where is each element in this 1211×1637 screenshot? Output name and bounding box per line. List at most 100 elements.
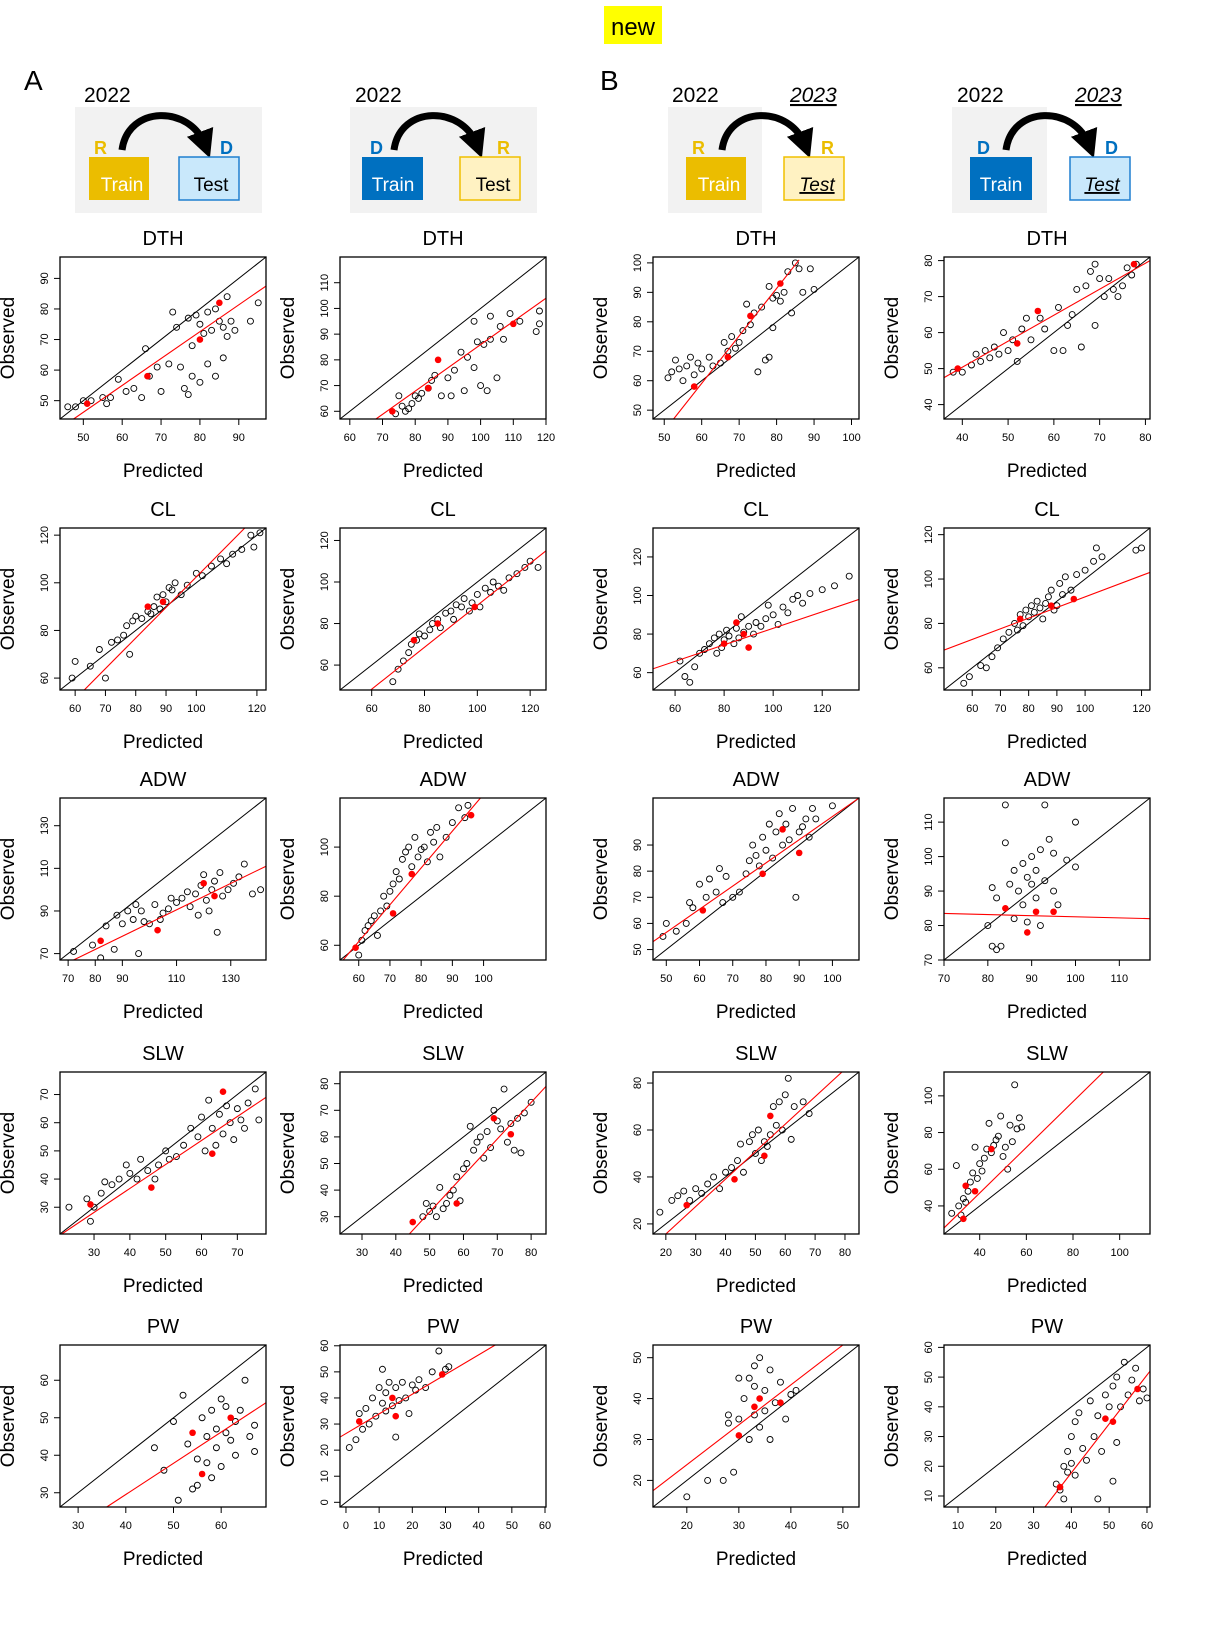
plot-frame (59, 1071, 267, 1235)
data-point (1030, 608, 1038, 616)
data-point (735, 634, 743, 642)
data-point (392, 868, 400, 876)
y-tick-label: 40 (923, 1401, 935, 1413)
data-point (752, 852, 760, 859)
data-point (1123, 264, 1131, 272)
data-point (758, 303, 766, 311)
x-axis-label: Predicted (403, 461, 483, 482)
scatter-panel: DTH Predicted Observed 60 70 80 90 100 110 120 60 7… (278, 228, 555, 482)
y-tick-label: 100 (319, 299, 331, 317)
data-point (698, 365, 706, 373)
y-tick-label: 80 (632, 865, 644, 877)
x-tick-label: 100 (1076, 703, 1094, 715)
data-point (1008, 1138, 1016, 1146)
highlighted-point (453, 1200, 460, 1207)
y-tick-label: 120 (319, 531, 331, 549)
data-point (959, 1195, 967, 1203)
y-tick-label: 120 (632, 548, 644, 566)
x-tick-label: 20 (406, 1520, 418, 1532)
panel-title: DTH (142, 228, 183, 250)
data-point (489, 578, 497, 586)
highlighted-point (683, 1201, 691, 1209)
data-point (737, 1140, 744, 1148)
regression-line (944, 260, 1150, 379)
data-point (230, 1136, 238, 1144)
data-point (536, 320, 543, 328)
data-point (500, 586, 508, 594)
test-label: Test (476, 175, 512, 196)
regression-line (73, 865, 266, 960)
data-point (780, 288, 788, 296)
data-point (1015, 1114, 1023, 1122)
data-point (420, 843, 428, 851)
data-point (1050, 849, 1058, 857)
highlighted-point (159, 598, 167, 606)
data-point (713, 649, 721, 657)
data-point (122, 388, 130, 395)
data-point (705, 353, 713, 361)
data-point (217, 1463, 225, 1470)
plot-frame (339, 1071, 547, 1235)
x-tick-label: 50 (1103, 1520, 1115, 1532)
data-point (490, 1106, 498, 1114)
data-point (65, 1203, 73, 1211)
panel-title: ADW (733, 769, 780, 791)
data-point (972, 350, 980, 358)
data-point (204, 360, 212, 368)
data-point (692, 1185, 700, 1193)
data-point (730, 640, 738, 648)
x-tick-label: 50 (167, 1520, 179, 1532)
data-point (722, 1168, 729, 1176)
highlighted-point (1109, 1418, 1117, 1425)
y-tick-label: 120 (39, 526, 51, 544)
test-box (1069, 156, 1131, 201)
data-point (486, 312, 494, 320)
x-tick-label: 40 (785, 1520, 797, 1532)
data-point (408, 400, 416, 408)
data-point (71, 657, 79, 665)
y-tick-label: 70 (319, 1104, 331, 1116)
x-tick-label: 90 (793, 973, 805, 985)
y-axis-label: Observed (882, 297, 903, 379)
data-point (385, 1378, 393, 1386)
y-axis-label: Observed (882, 838, 903, 920)
data-point (428, 376, 436, 384)
x-tick-label: 60 (344, 432, 356, 444)
data-point (180, 1141, 188, 1149)
data-point (973, 1174, 981, 1182)
y-tick-label: 50 (319, 1366, 331, 1378)
y-tick-label: 60 (923, 326, 935, 338)
plot-area (653, 257, 859, 419)
data-point (446, 1191, 454, 1199)
plot-frame (943, 256, 1151, 420)
data-point (1138, 544, 1145, 552)
x-tick-label: 60 (69, 703, 81, 715)
data-point (740, 1395, 748, 1403)
x-tick-label: 120 (521, 703, 539, 715)
data-point (1036, 314, 1044, 322)
panel-title: SLW (735, 1043, 777, 1065)
data-point (1036, 604, 1044, 612)
data-point (994, 644, 1002, 652)
data-point (184, 391, 192, 398)
data-point (1050, 887, 1058, 895)
y-tick-label: 40 (319, 1184, 331, 1196)
panel-title: ADW (420, 769, 467, 791)
data-point (716, 1185, 724, 1193)
scatter-panel: PW Predicted Observed 0 10 20 30 40 50 60 0 10 20 30 4… (278, 1316, 551, 1570)
data-point (251, 1421, 259, 1429)
x-tick-label: 80 (982, 973, 994, 985)
y-tick-label: 80 (923, 617, 935, 629)
data-point (487, 1144, 494, 1151)
y-tick-label: 60 (39, 364, 51, 376)
data-point (183, 581, 191, 589)
highlighted-point (227, 1414, 235, 1422)
x-tick-label: 50 (506, 1520, 518, 1532)
data-point (445, 1363, 453, 1371)
x-tick-label: 60 (696, 432, 708, 444)
data-point (421, 632, 428, 640)
y-tick-label: 40 (632, 1171, 644, 1183)
data-point (810, 285, 818, 293)
plot-area (60, 798, 266, 960)
data-point (157, 388, 165, 395)
